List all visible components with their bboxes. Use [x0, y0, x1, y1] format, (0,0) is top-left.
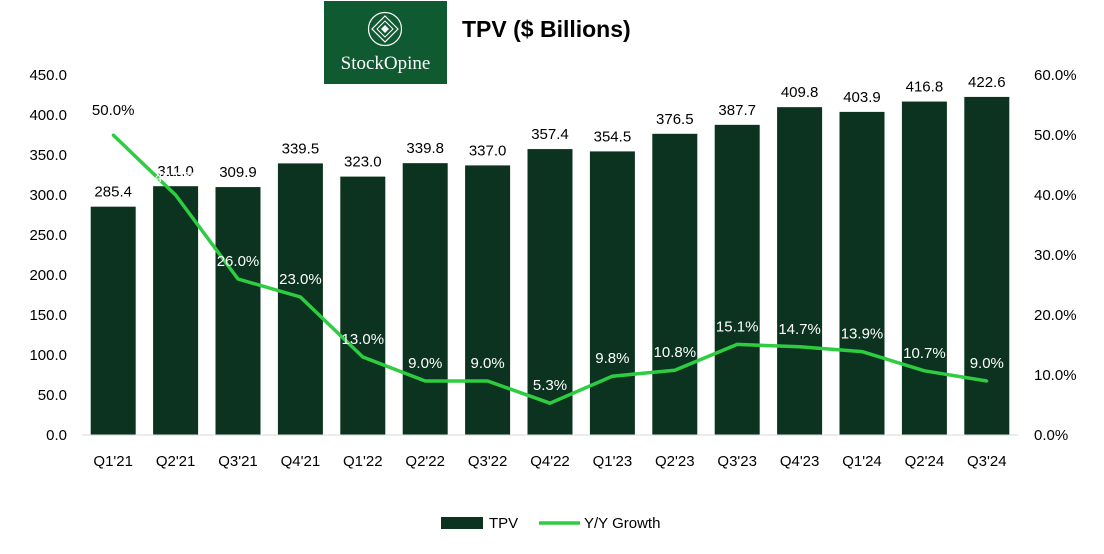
yy-growth-point: [298, 295, 302, 299]
tpv-data-label: 323.0: [344, 154, 382, 171]
x-tick-label: Q3'21: [218, 453, 258, 470]
tpv-bar: [714, 124, 760, 435]
y-right-tick-label: 10.0%: [1034, 367, 1077, 384]
x-tick-label: Q4'23: [780, 453, 820, 470]
x-tick-label: Q2'22: [405, 453, 445, 470]
yy-growth-point: [610, 374, 614, 378]
y-right-tick-label: 60.0%: [1034, 67, 1077, 84]
y-left-tick-label: 0.0: [46, 427, 67, 444]
yy-growth-point: [174, 193, 178, 197]
yy-growth-data-label: 10.8%: [654, 344, 697, 361]
legend-label-tpv: TPV: [489, 515, 518, 532]
yy-growth-data-label: 13.9%: [841, 326, 884, 343]
legend-swatch-tpv: [441, 517, 483, 529]
tpv-bar: [589, 151, 635, 435]
yy-growth-data-label: 15.1%: [716, 318, 759, 335]
x-tick-label: Q1'21: [93, 453, 133, 470]
y-left-tick-label: 350.0: [29, 147, 67, 164]
x-tick-label: Q2'24: [905, 453, 945, 470]
yy-growth-point: [548, 401, 552, 405]
yy-growth-point: [985, 379, 989, 383]
tpv-bar: [964, 96, 1010, 436]
tpv-bar: [215, 187, 261, 435]
yy-growth-point: [111, 133, 115, 137]
x-tick-label: Q2'21: [156, 453, 196, 470]
yy-growth-data-label: 40.0%: [154, 169, 197, 186]
y-right-tick-label: 40.0%: [1034, 187, 1077, 204]
yy-growth-point: [860, 350, 864, 354]
yy-growth-data-label: 50.0%: [92, 102, 135, 119]
tpv-bar: [340, 176, 386, 435]
yy-growth-point: [922, 369, 926, 373]
yy-growth-data-label: 9.0%: [470, 355, 504, 372]
tpv-data-label: 357.4: [531, 126, 569, 143]
brand-name: StockOpine: [340, 53, 431, 74]
tpv-data-label: 409.8: [781, 84, 819, 101]
x-tick-label: Q1'22: [343, 453, 383, 470]
yy-growth-data-label: 26.0%: [217, 253, 260, 270]
tpv-bar: [402, 163, 448, 435]
y-right-tick-label: 30.0%: [1034, 247, 1077, 264]
y-right-tick-label: 50.0%: [1034, 127, 1077, 144]
yy-growth-point: [798, 345, 802, 349]
x-tick-label: Q4'21: [281, 453, 321, 470]
brand-logo: StockOpine: [324, 1, 447, 84]
chart-title: TPV ($ Billions): [462, 16, 631, 42]
tpv-data-label: 354.5: [594, 128, 632, 145]
tpv-bar: [839, 111, 885, 435]
diamond-logo-icon: [367, 11, 403, 47]
yy-growth-data-label: 9.0%: [970, 355, 1004, 372]
yy-growth-data-label: 13.0%: [342, 331, 385, 348]
y-left-tick-label: 150.0: [29, 307, 67, 324]
x-tick-label: Q3'22: [468, 453, 508, 470]
tpv-data-label: 285.4: [94, 184, 132, 201]
yy-growth-data-label: 10.7%: [903, 345, 946, 362]
yy-growth-point: [361, 355, 365, 359]
yy-growth-point: [486, 379, 490, 383]
y-right-tick-label: 20.0%: [1034, 307, 1077, 324]
legend-label-growth: Y/Y Growth: [584, 515, 660, 532]
tpv-data-label: 311.0: [157, 163, 193, 180]
x-tick-label: Q1'24: [842, 453, 882, 470]
x-tick-label: Q3'23: [717, 453, 757, 470]
tpv-bar: [465, 165, 511, 435]
y-right-tick-label: 0.0%: [1034, 427, 1068, 444]
yy-growth-data-label: 5.3%: [533, 377, 567, 394]
tpv-bar: [652, 133, 698, 436]
tpv-data-label: 339.8: [406, 140, 444, 157]
tpv-data-label: 416.8: [906, 79, 944, 96]
tpv-data-label: 339.5: [282, 140, 320, 157]
tpv-data-label: 422.6: [968, 74, 1006, 91]
tpv-bar: [527, 149, 573, 435]
tpv-data-label: 387.7: [718, 102, 756, 119]
y-left-tick-label: 450.0: [29, 67, 67, 84]
y-left-tick-label: 100.0: [29, 347, 67, 364]
tpv-data-label: 309.9: [219, 164, 257, 181]
yy-growth-data-label: 14.7%: [778, 321, 821, 338]
x-tick-label: Q4'22: [530, 453, 570, 470]
y-left-tick-label: 250.0: [29, 227, 67, 244]
yy-growth-point: [735, 342, 739, 346]
tpv-bar: [90, 206, 136, 435]
yy-growth-data-label: 9.8%: [595, 350, 629, 367]
yy-growth-data-label: 9.0%: [408, 355, 442, 372]
yy-growth-data-label: 23.0%: [279, 271, 322, 288]
tpv-bar: [901, 101, 947, 435]
y-left-tick-label: 300.0: [29, 187, 67, 204]
x-tick-label: Q2'23: [655, 453, 695, 470]
tpv-data-label: 376.5: [656, 111, 694, 128]
y-left-tick-label: 400.0: [29, 107, 67, 124]
y-left-tick-label: 200.0: [29, 267, 67, 284]
x-tick-label: Q1'23: [593, 453, 633, 470]
tpv-data-label: 403.9: [843, 89, 881, 106]
tpv-bar: [153, 186, 199, 435]
y-left-tick-label: 50.0: [38, 387, 67, 404]
x-tick-label: Q3'24: [967, 453, 1007, 470]
yy-growth-point: [423, 379, 427, 383]
tpv-data-label: 337.0: [469, 142, 507, 159]
yy-growth-point: [673, 368, 677, 372]
yy-growth-point: [236, 277, 240, 281]
tpv-bar: [777, 107, 823, 435]
